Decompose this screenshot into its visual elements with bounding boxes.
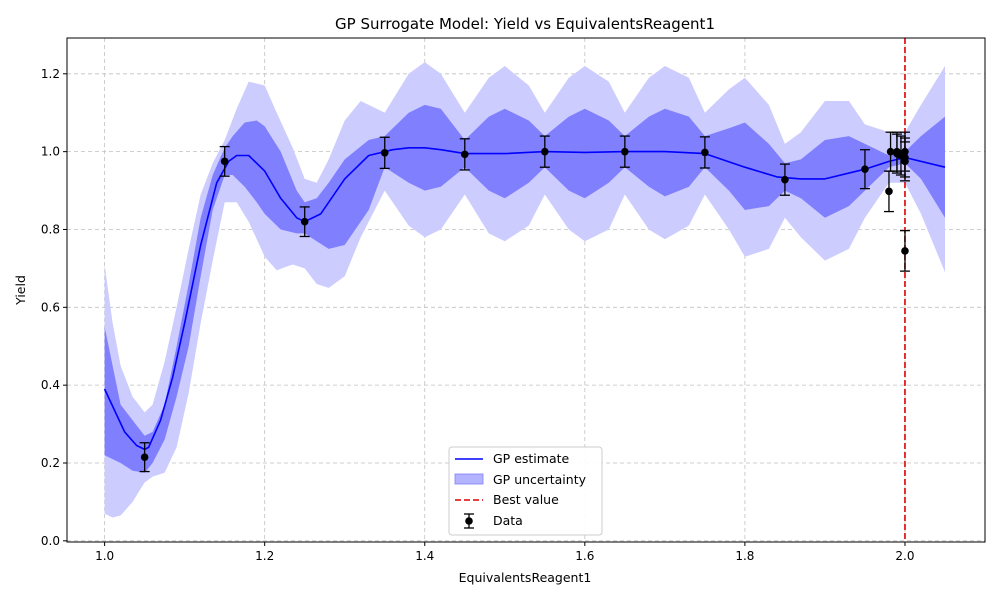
legend[interactable]: GP estimate GP uncertainty Best value Da… — [448, 446, 603, 536]
legend-gp-estimate-label: GP estimate — [493, 451, 570, 466]
data-marker — [885, 187, 893, 196]
data-marker — [300, 217, 309, 226]
x-tick-label-0: 1.0 — [95, 549, 114, 563]
data-marker — [781, 175, 789, 184]
data-point-3[interactable] — [379, 136, 390, 170]
x-axis-label: EquivalentsReagent1 — [459, 570, 592, 585]
x-tick-label-1: 1.2 — [255, 549, 274, 563]
x-tick-label-4: 1.8 — [735, 549, 754, 563]
data-marker — [541, 147, 549, 156]
legend-best-value-label: Best value — [493, 492, 559, 507]
y-axis: 0.0 0.2 0.4 0.6 0.8 1.0 1.2 — [41, 67, 67, 548]
legend-gp-uncertainty-swatch — [454, 473, 484, 485]
data-marker — [621, 147, 629, 156]
x-axis: 1.0 1.2 1.4 1.6 1.8 2.0 — [95, 542, 915, 563]
data-point-2[interactable] — [299, 206, 310, 238]
data-point-8[interactable] — [779, 163, 790, 196]
y-tick-label-2: 0.4 — [41, 378, 60, 392]
data-marker — [861, 165, 869, 173]
plot-frame — [66, 37, 986, 543]
data-point-18[interactable] — [899, 229, 910, 272]
y-tick-label-0: 0.0 — [41, 534, 60, 548]
data-point-10[interactable] — [883, 170, 894, 213]
legend-data-label: Data — [493, 513, 523, 528]
data-point-5[interactable] — [539, 135, 550, 168]
data-point-9[interactable] — [859, 149, 870, 190]
uncertainty-bands — [104, 62, 946, 518]
data-point-1[interactable] — [219, 145, 230, 177]
y-tick-label-4: 0.8 — [41, 222, 60, 236]
data-marker — [901, 247, 909, 255]
legend-data-marker — [465, 517, 473, 525]
chart-title: GP Surrogate Model: Yield vs Equivalents… — [335, 15, 715, 33]
x-tick-label-2: 1.4 — [415, 549, 434, 563]
data-point-7[interactable] — [699, 136, 710, 169]
data-marker — [460, 150, 469, 159]
data-marker — [380, 149, 389, 157]
gp-estimate-line — [103, 147, 946, 451]
data-point-17[interactable] — [899, 141, 910, 182]
data-marker — [220, 157, 229, 166]
data-marker — [701, 148, 709, 157]
data-point-4[interactable] — [459, 138, 470, 171]
data-point-11[interactable] — [885, 131, 896, 172]
legend-gp-uncertainty-label: GP uncertainty — [493, 472, 587, 487]
x-tick-label-3: 1.6 — [575, 549, 594, 563]
x-tick-label-5: 2.0 — [895, 549, 914, 563]
y-tick-label-1: 0.2 — [41, 456, 60, 470]
y-axis-label: Yield — [13, 275, 28, 306]
legend-frame — [448, 446, 603, 536]
gp-estimate-series — [103, 147, 946, 451]
y-tick-label-6: 1.2 — [41, 67, 60, 81]
data-point-6[interactable] — [619, 135, 630, 168]
data-marker — [140, 453, 149, 461]
uncertainty-band-inner — [104, 104, 946, 473]
data-marker — [886, 147, 895, 156]
y-tick-label-5: 1.0 — [41, 145, 60, 159]
data-point-0[interactable] — [139, 442, 150, 473]
y-tick-label-3: 0.6 — [41, 300, 60, 314]
data-marker — [901, 157, 909, 166]
data-points — [139, 131, 910, 473]
